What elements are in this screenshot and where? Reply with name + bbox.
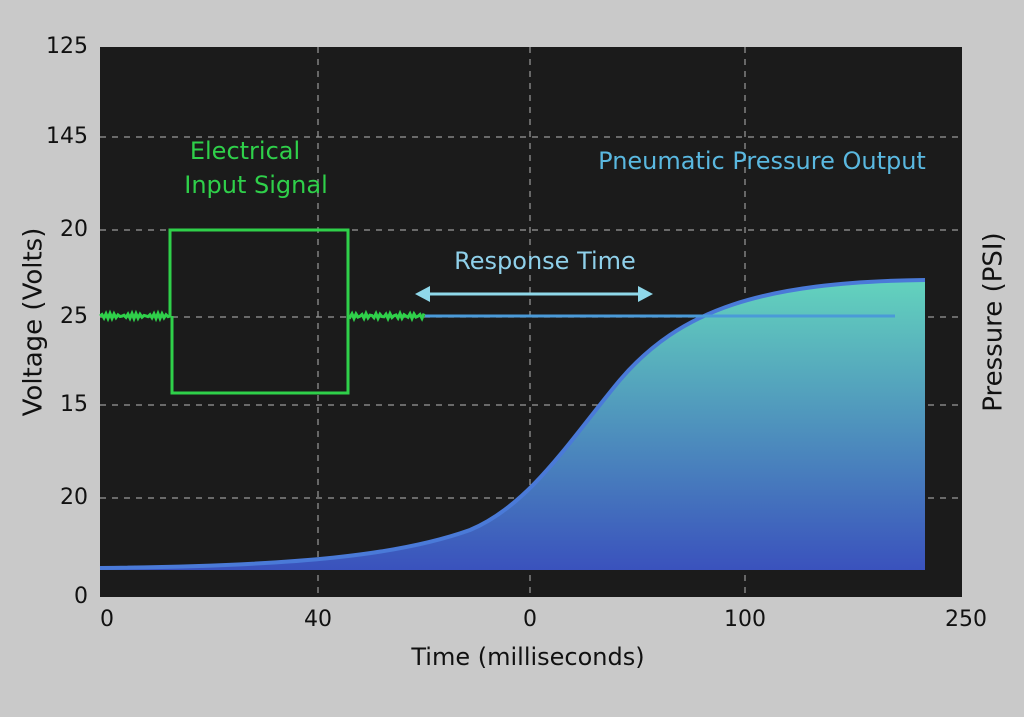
pressure-curve — [99, 278, 926, 570]
y-tick-label: 145 — [46, 124, 88, 149]
pressure-area — [100, 280, 925, 570]
y-axis-label: Voltage (Volts) — [19, 228, 49, 417]
y-tick-label: 20 — [60, 217, 88, 242]
x-tick-label: 0 — [100, 607, 114, 632]
annotation: Input Signal — [184, 171, 328, 199]
annotation: Response Time — [454, 247, 636, 275]
x-axis-label: Time (milliseconds) — [410, 643, 644, 671]
x-tick-label: 0 — [523, 607, 537, 632]
y-tick-label: 0 — [74, 584, 88, 609]
y-tick-label: 20 — [60, 485, 88, 510]
x-tick-label: 250 — [945, 607, 987, 632]
input-signal — [99, 228, 426, 395]
response-arrow — [415, 286, 653, 302]
y-tick-label: 25 — [60, 304, 88, 329]
annotation: Electrical — [190, 137, 300, 165]
y-tick-label: 125 — [46, 34, 88, 59]
x-tick-label: 40 — [304, 607, 332, 632]
y2-axis-label: Pressure (PSI) — [979, 232, 1009, 411]
x-tick-label: 100 — [724, 607, 766, 632]
annotation: Pneumatic Pressure Output — [598, 147, 926, 175]
y-tick-label: 15 — [60, 392, 88, 417]
